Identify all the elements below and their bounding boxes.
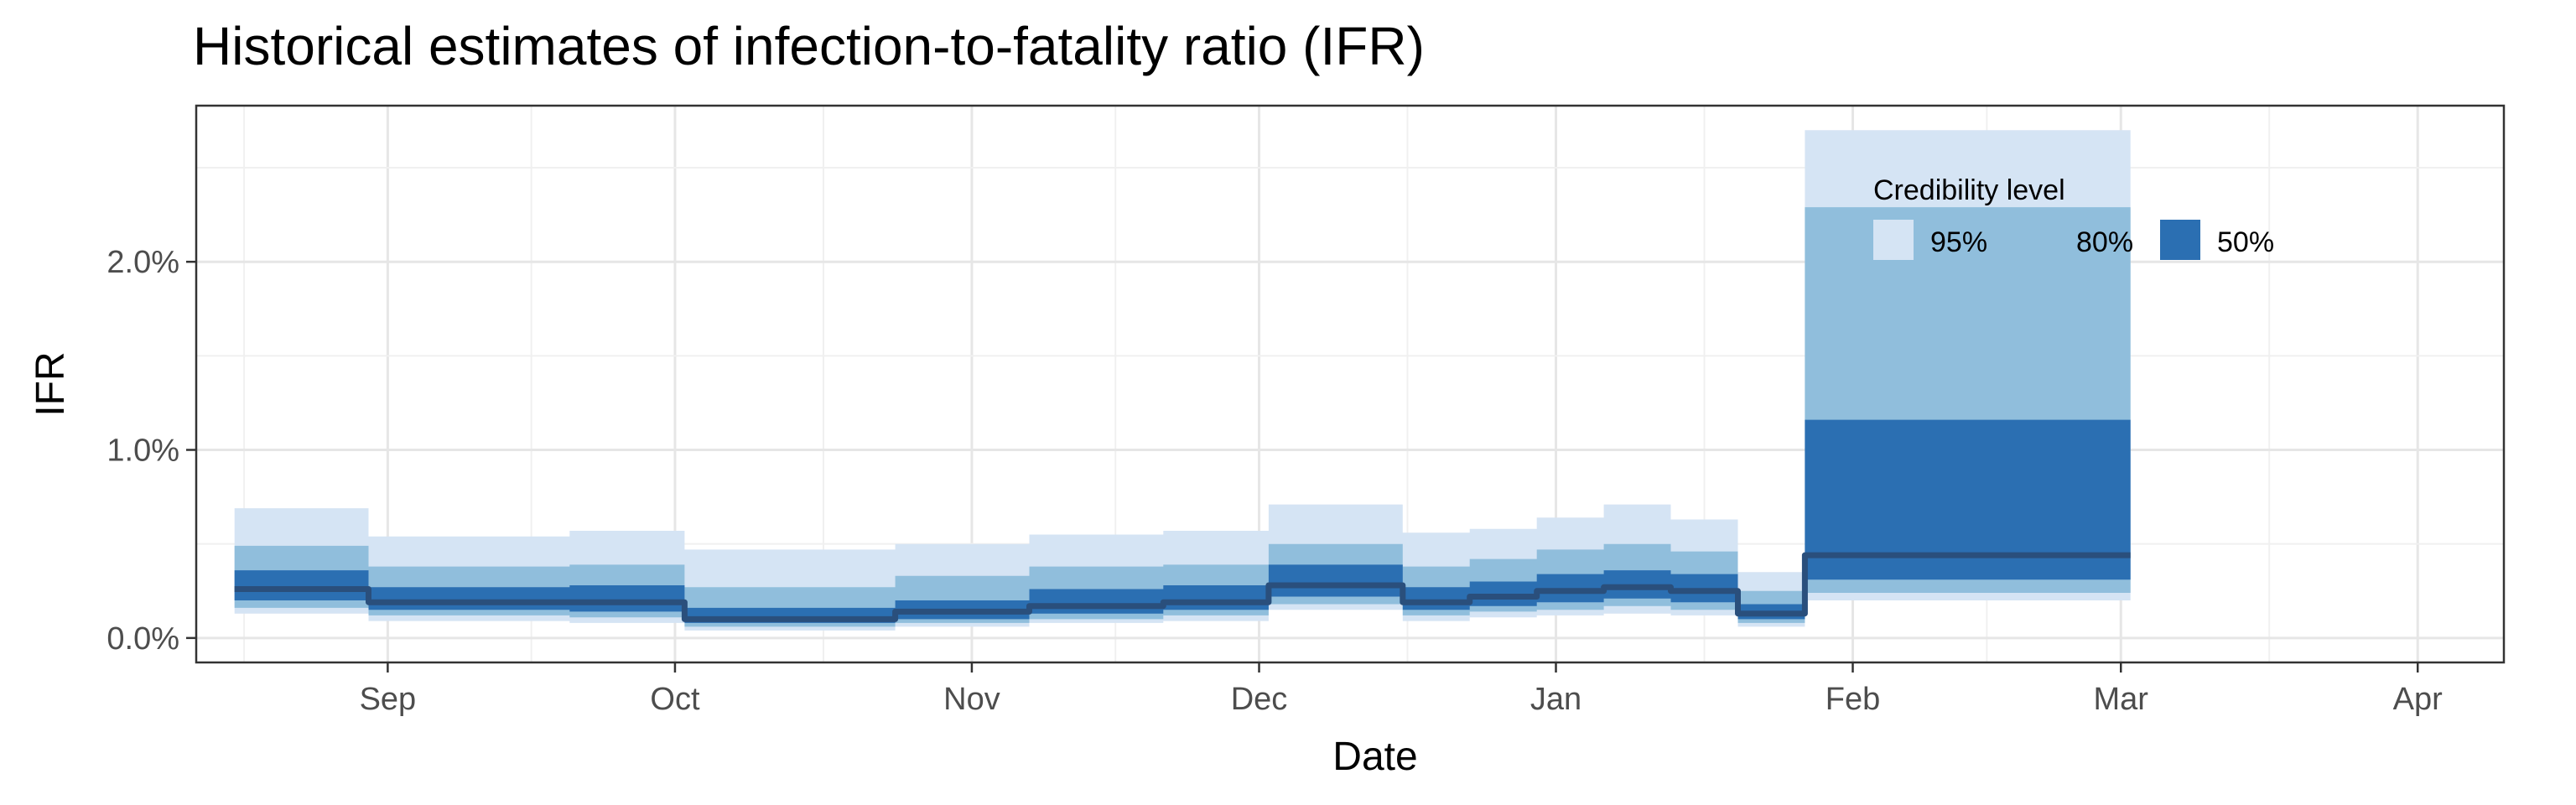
chart-title: Historical estimates of infection-to-fat… [193, 16, 1425, 76]
x-tick-label: Feb [1826, 682, 1880, 717]
ci80-band-group [234, 207, 2131, 627]
x-tick-label: Sep [360, 682, 417, 717]
x-tick-label: Jan [1530, 682, 1581, 717]
legend-title: Credibility level [1873, 174, 2065, 206]
ci50-band-group [234, 419, 2131, 623]
x-tick-label: Mar [2094, 682, 2149, 717]
plot-panel-border [195, 104, 2506, 664]
legend-label: 80% [2076, 226, 2133, 258]
ci95-band-group [234, 130, 2131, 631]
x-tick-label: Oct [650, 682, 700, 717]
x-tick-label: Apr [2393, 682, 2443, 717]
median-line-group [234, 552, 2131, 622]
x-tick-label: Dec [1231, 682, 1288, 717]
ci95-band [234, 130, 2131, 631]
y-tick-label: 2.0% [106, 245, 179, 280]
legend-key-95pct [1873, 220, 1914, 260]
legend-label: 95% [1930, 226, 1987, 258]
y-axis: 0.0% 1.0% 2.0% [106, 245, 196, 657]
ci50-band [234, 419, 2131, 623]
x-axis: Sep Oct Nov Dec Jan Feb Mar Apr [360, 662, 2443, 717]
y-tick-label: 1.0% [106, 434, 179, 469]
ci80-band [234, 207, 2131, 627]
legend: Credibility level 95% 80% 50% [1873, 174, 2274, 260]
median-line [234, 552, 2131, 622]
x-tick-label: Nov [943, 682, 1000, 717]
y-tick-label: 0.0% [106, 621, 179, 657]
x-axis-title: Date [1332, 735, 1417, 779]
legend-key-80pct [2019, 220, 2059, 260]
y-axis-title: IFR [29, 351, 73, 416]
legend-key-50pct [2160, 220, 2200, 260]
legend-label: 50% [2217, 226, 2274, 258]
